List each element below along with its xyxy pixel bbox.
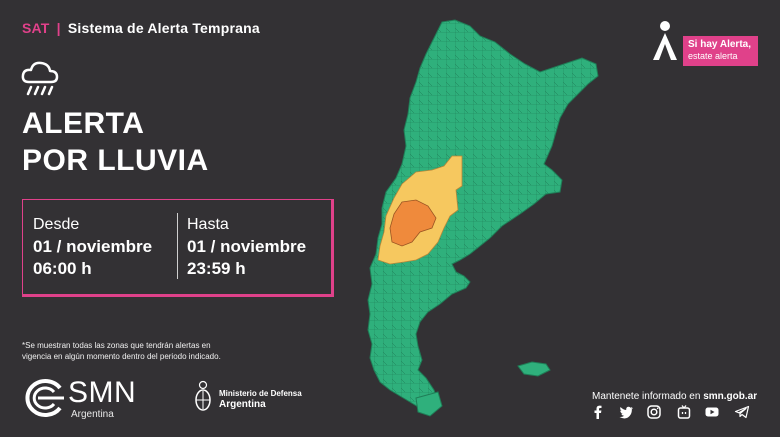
smn-country: Argentina bbox=[71, 409, 114, 420]
frame-bottom bbox=[22, 294, 334, 297]
ministry-country: Argentina bbox=[219, 399, 266, 410]
islas-malvinas bbox=[517, 361, 551, 377]
department-borders bbox=[368, 20, 598, 410]
brand-tagline-box: Si hay Alerta, estate alerta bbox=[683, 36, 758, 66]
youtube-icon[interactable] bbox=[704, 404, 720, 420]
validity-period-box: Desde 01 / noviembre 06:00 h Hasta 01 / … bbox=[22, 199, 334, 297]
period-from: Desde 01 / noviembre 06:00 h bbox=[33, 215, 152, 280]
orange-alert-zone bbox=[389, 199, 437, 247]
from-date: 01 / noviembre bbox=[33, 237, 153, 256]
footnote: *Se muestran todas las zonas que tendrán… bbox=[22, 340, 221, 362]
from-time: 06:00 h bbox=[33, 259, 92, 278]
info-line: Mantenete informado en smn.gob.ar bbox=[592, 391, 757, 402]
tierra-del-fuego bbox=[415, 391, 443, 417]
social-links bbox=[588, 404, 758, 424]
rain-cloud-icon bbox=[21, 61, 59, 96]
telegram-icon[interactable] bbox=[734, 404, 750, 420]
frame-right bbox=[331, 199, 334, 297]
sat-tag: SAT bbox=[22, 20, 50, 36]
smn-name: SMN bbox=[68, 376, 137, 409]
alert-title-line2: POR LLUVIA bbox=[22, 144, 209, 177]
facebook-icon[interactable] bbox=[590, 404, 606, 420]
from-label: Desde bbox=[33, 216, 80, 233]
brand-line2: estate alerta bbox=[688, 51, 738, 61]
to-time: 23:59 h bbox=[187, 259, 246, 278]
alert-brand-logo: Si hay Alerta, estate alerta bbox=[652, 20, 762, 66]
twitter-icon[interactable] bbox=[618, 404, 634, 420]
argentina-alert-map bbox=[367, 19, 599, 417]
system-header: SAT | Sistema de Alerta Temprana bbox=[22, 20, 260, 36]
alert-title: ALERTA POR LLUVIA bbox=[22, 105, 209, 179]
footnote-line1: *Se muestran todas las zonas que tendrán… bbox=[22, 341, 211, 350]
alert-title-line1: ALERTA bbox=[22, 107, 145, 140]
period-divider bbox=[177, 213, 178, 279]
smn-emblem-icon bbox=[25, 379, 64, 417]
footnote-line2: vigencia en algún momento dentro del per… bbox=[22, 352, 221, 361]
smn-logo: SMN Argentina bbox=[24, 376, 144, 422]
system-name: Sistema de Alerta Temprana bbox=[67, 20, 260, 36]
smn-website-link[interactable]: smn.gob.ar bbox=[703, 391, 758, 402]
period-to: Hasta 01 / noviembre 23:59 h bbox=[187, 215, 306, 280]
header-separator: | bbox=[56, 20, 61, 36]
to-label: Hasta bbox=[187, 216, 229, 233]
frame-top bbox=[22, 199, 333, 296]
ministry-logo: Ministerio de Defensa Argentina bbox=[193, 380, 303, 416]
instagram-icon[interactable] bbox=[646, 404, 662, 420]
national-shield-icon bbox=[195, 380, 211, 411]
to-date: 01 / noviembre bbox=[187, 237, 307, 256]
ministry-name: Ministerio de Defensa bbox=[219, 389, 302, 398]
tv-icon[interactable] bbox=[676, 404, 692, 420]
person-alert-icon bbox=[653, 21, 677, 60]
info-prefix: Mantenete informado en bbox=[592, 391, 704, 402]
brand-line1: Si hay Alerta, bbox=[688, 39, 751, 50]
